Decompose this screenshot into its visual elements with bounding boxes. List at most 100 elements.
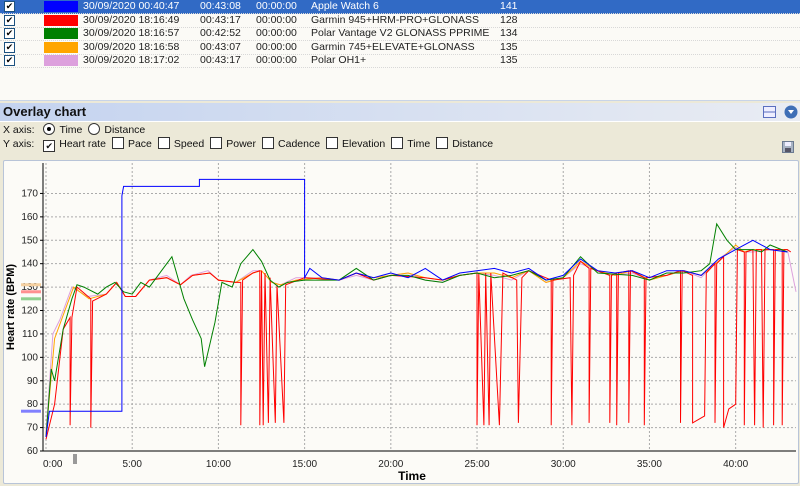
row-checkbox[interactable]: ✔ bbox=[4, 55, 15, 66]
x-tick-label: 35:00 bbox=[637, 459, 662, 470]
average-marker bbox=[21, 283, 41, 287]
option-label: Pace bbox=[127, 138, 152, 150]
offset: 00:00:00 bbox=[256, 0, 297, 12]
y-axis-option-power[interactable]: Power bbox=[210, 137, 257, 150]
option-label: Cadence bbox=[278, 138, 321, 150]
checkbox-icon[interactable] bbox=[391, 137, 404, 149]
color-swatch[interactable] bbox=[44, 55, 78, 66]
row-checkbox[interactable]: ✔ bbox=[4, 28, 15, 39]
start-time: 30/09/2020 00:40:47 bbox=[83, 0, 180, 12]
y-tick-label: 90 bbox=[27, 376, 39, 387]
row-checkbox[interactable]: ✔ bbox=[4, 41, 15, 53]
table-row[interactable]: ✔ 30/09/2020 18:16:49 00:43:17 00:00:00 … bbox=[0, 14, 800, 28]
y-tick-label: 130 bbox=[21, 282, 38, 293]
x-tick-label: 5:00 bbox=[122, 459, 142, 470]
duration: 00:42:52 bbox=[200, 27, 241, 39]
avg-value: 135 bbox=[500, 40, 518, 53]
x-axis-option-time[interactable]: Time bbox=[43, 123, 83, 136]
radio-icon[interactable] bbox=[88, 123, 101, 135]
y-axis-option-elevation[interactable]: Elevation bbox=[326, 137, 385, 150]
table-row[interactable]: ✔ 30/09/2020 18:17:02 00:43:17 00:00:00 … bbox=[0, 54, 800, 68]
x-tick-label: 20:00 bbox=[378, 459, 403, 470]
duration: 00:43:08 bbox=[200, 0, 241, 12]
color-swatch[interactable] bbox=[44, 14, 78, 26]
x-tick-label: 25:00 bbox=[465, 459, 490, 470]
y-tick-label: 170 bbox=[21, 188, 38, 199]
y-tick-label: 70 bbox=[27, 423, 39, 434]
duration: 00:43:17 bbox=[200, 13, 241, 26]
option-label: Distance bbox=[104, 124, 146, 136]
avg-value: 128 bbox=[500, 13, 518, 26]
y-axis-option-pace[interactable]: Pace bbox=[111, 137, 152, 150]
option-label: Distance bbox=[452, 138, 494, 150]
y-axis-option-heart-rate[interactable]: ✔ Heart rate bbox=[43, 138, 106, 152]
y-tick-label: 60 bbox=[27, 446, 39, 457]
device-name: Polar Vantage V2 GLONASS PPRIME bbox=[311, 27, 490, 39]
option-label: Heart rate bbox=[59, 138, 106, 150]
start-time: 30/09/2020 18:16:49 bbox=[83, 13, 180, 26]
option-label: Time bbox=[407, 138, 431, 150]
scroll-marker bbox=[73, 454, 77, 464]
y-tick-label: 120 bbox=[21, 306, 38, 317]
y-axis-option-time[interactable]: Time bbox=[391, 137, 431, 150]
checkbox-icon[interactable] bbox=[111, 137, 124, 149]
y-axis-row: Y axis: ✔ Heart rate Pace Speed Power Cadence… bbox=[3, 137, 494, 152]
color-swatch[interactable] bbox=[44, 28, 78, 39]
option-label: Power bbox=[226, 138, 257, 150]
overlay-chart: 60 70 80 90 100 110 120 130 140 150 160 170 0:00 5:00… bbox=[3, 160, 799, 484]
x-axis-option-distance[interactable]: Distance bbox=[88, 123, 146, 136]
option-label: Time bbox=[59, 124, 83, 136]
table-row[interactable]: ✔ 30/09/2020 18:16:57 00:42:52 00:00:00 … bbox=[0, 27, 800, 41]
start-time: 30/09/2020 18:16:58 bbox=[83, 40, 180, 53]
radio-icon[interactable] bbox=[43, 123, 56, 135]
panel-title: Overlay chart bbox=[3, 104, 87, 119]
device-name: Garmin 945+HRM-PRO+GLONASS bbox=[311, 13, 480, 26]
row-checkbox[interactable]: ✔ bbox=[4, 1, 15, 12]
duration: 00:43:07 bbox=[200, 40, 241, 53]
x-axis-label: X axis: bbox=[3, 124, 35, 136]
option-label: Speed bbox=[173, 138, 205, 150]
y-tick-label: 110 bbox=[22, 329, 38, 340]
checkbox-icon[interactable] bbox=[210, 137, 223, 149]
series-line-4 bbox=[45, 178, 788, 438]
checkbox-icon[interactable] bbox=[157, 137, 170, 149]
checkbox-icon[interactable] bbox=[436, 137, 449, 149]
row-checkbox[interactable]: ✔ bbox=[4, 14, 15, 26]
y-tick-label: 140 bbox=[21, 259, 38, 270]
y-tick-label: 80 bbox=[27, 399, 39, 410]
collapse-icon[interactable] bbox=[784, 105, 798, 119]
table-row[interactable]: ✔ 30/09/2020 00:40:47 00:43:08 00:00:00 … bbox=[0, 0, 800, 14]
x-tick-label: 40:00 bbox=[723, 459, 748, 470]
checkbox-icon[interactable]: ✔ bbox=[43, 140, 56, 152]
x-tick-label: 0:00 bbox=[43, 459, 63, 470]
avg-value: 141 bbox=[500, 0, 518, 12]
x-axis-row: X axis: Time Distance bbox=[3, 123, 145, 136]
device-name: Polar OH1+ bbox=[311, 54, 367, 66]
device-name: Apple Watch 6 bbox=[311, 0, 379, 12]
series-line-3 bbox=[45, 222, 788, 438]
device-name: Garmin 745+ELEVATE+GLONASS bbox=[311, 40, 475, 53]
overlay-chart-header: Overlay chart bbox=[0, 103, 800, 122]
checkbox-icon[interactable] bbox=[262, 137, 275, 149]
avg-value: 135 bbox=[500, 54, 518, 66]
checkbox-icon[interactable] bbox=[326, 137, 339, 149]
heart-rate-chart: 60 70 80 90 100 110 120 130 140 150 160 170 0:00 5:00… bbox=[5, 163, 797, 483]
y-axis-option-distance[interactable]: Distance bbox=[436, 137, 494, 150]
x-tick-label: 15:00 bbox=[292, 459, 317, 470]
offset: 00:00:00 bbox=[256, 40, 297, 53]
average-marker bbox=[21, 409, 41, 413]
average-marker bbox=[21, 297, 41, 301]
table-row[interactable]: ✔ 30/09/2020 18:16:58 00:43:07 00:00:00 … bbox=[0, 41, 800, 55]
y-axis-option-speed[interactable]: Speed bbox=[157, 137, 205, 150]
avg-value: 134 bbox=[500, 27, 518, 39]
color-swatch[interactable] bbox=[44, 1, 78, 12]
color-swatch[interactable] bbox=[44, 41, 78, 53]
offset: 00:00:00 bbox=[256, 27, 297, 39]
save-icon[interactable] bbox=[782, 141, 794, 153]
start-time: 30/09/2020 18:16:57 bbox=[83, 27, 180, 39]
y-axis-title: Heart rate (BPM) bbox=[5, 264, 17, 351]
x-axis-title: Time bbox=[398, 469, 426, 483]
start-time: 30/09/2020 18:17:02 bbox=[83, 54, 180, 66]
y-axis-option-cadence[interactable]: Cadence bbox=[262, 137, 321, 150]
layout-icon[interactable] bbox=[763, 106, 776, 118]
